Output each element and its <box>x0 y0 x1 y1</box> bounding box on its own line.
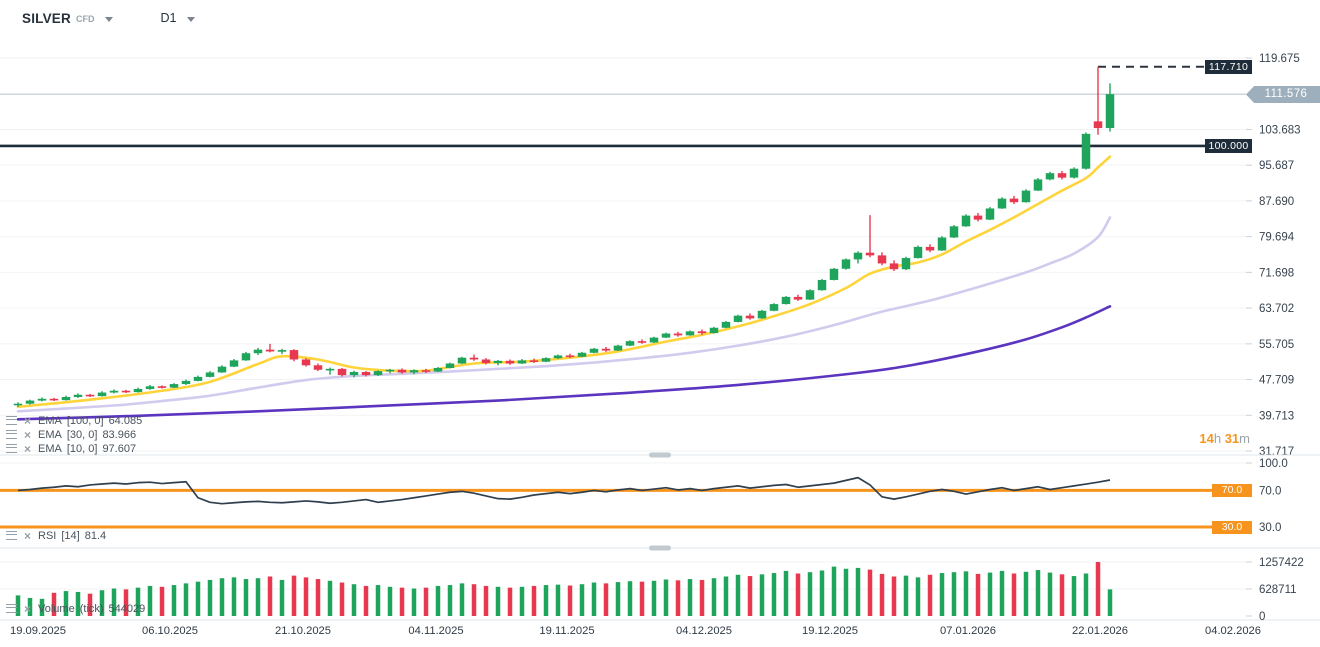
svg-text:19.11.2025: 19.11.2025 <box>539 625 594 637</box>
timeframe-label: D1 <box>160 11 177 25</box>
symbol-name: SILVER <box>22 10 71 26</box>
symbol-selector[interactable]: SILVER CFD <box>22 10 114 26</box>
indicator-params: [100, 0] <box>66 414 104 427</box>
indicator-settings-icon[interactable] <box>6 531 17 540</box>
indicator-remove-icon[interactable]: × <box>24 528 32 543</box>
legend-ema30[interactable]: × EMA [30, 0] 83.966 <box>6 428 136 441</box>
indicator-value: 97.607 <box>102 442 137 455</box>
svg-text:04.12.2025: 04.12.2025 <box>676 625 732 637</box>
chevron-down-icon[interactable] <box>187 16 196 22</box>
svg-text:19.09.2025: 19.09.2025 <box>10 625 66 637</box>
svg-text:63.702: 63.702 <box>1259 303 1294 315</box>
indicator-name: EMA <box>38 414 62 427</box>
timer-minutes: 31 <box>1224 431 1240 446</box>
indicator-remove-icon[interactable]: × <box>24 413 32 428</box>
indicator-settings-icon[interactable] <box>6 604 17 613</box>
instrument-type-label: CFD <box>75 14 95 24</box>
legend-rsi[interactable]: × RSI [14] 81.4 <box>6 529 106 542</box>
indicator-value: 544029 <box>108 602 146 615</box>
svg-text:628711: 628711 <box>1259 584 1297 596</box>
svg-text:87.690: 87.690 <box>1259 196 1294 208</box>
indicator-params: (tick) <box>79 602 104 615</box>
svg-text:103.683: 103.683 <box>1259 124 1301 136</box>
svg-text:31.717: 31.717 <box>1259 446 1294 458</box>
indicator-settings-icon[interactable] <box>6 444 17 453</box>
indicator-name: EMA <box>38 442 62 455</box>
indicator-name: RSI <box>38 529 57 542</box>
indicator-remove-icon[interactable]: × <box>24 601 32 616</box>
current-price-badge: 111.576 <box>1246 86 1320 103</box>
indicator-value: 81.4 <box>84 529 107 542</box>
svg-text:95.687: 95.687 <box>1259 160 1294 172</box>
svg-text:71.698: 71.698 <box>1259 267 1294 279</box>
svg-text:06.10.2025: 06.10.2025 <box>142 625 198 637</box>
svg-text:22.01.2026: 22.01.2026 <box>1072 625 1128 637</box>
legend-volume[interactable]: × Volume (tick) 544029 <box>6 602 145 615</box>
timeframe-selector[interactable]: D1 <box>160 11 196 25</box>
round-level-price-badge: 100.000 <box>1205 139 1252 153</box>
timer-hours-unit: h <box>1213 431 1222 446</box>
indicator-name: Volume <box>38 602 75 615</box>
chevron-down-icon[interactable] <box>105 16 114 22</box>
indicator-remove-icon[interactable]: × <box>24 427 32 442</box>
rsi-lower-band-badge: 30.0 <box>1212 521 1252 534</box>
chart-topbar: SILVER CFD D1 <box>0 0 1320 36</box>
indicator-settings-icon[interactable] <box>6 416 17 425</box>
indicator-value: 64.085 <box>108 414 143 427</box>
svg-text:70.0: 70.0 <box>1259 485 1281 497</box>
indicator-remove-icon[interactable]: × <box>24 441 32 456</box>
svg-text:21.10.2025: 21.10.2025 <box>275 625 331 637</box>
svg-text:30.0: 30.0 <box>1259 522 1281 534</box>
svg-text:1257422: 1257422 <box>1259 557 1304 569</box>
legend-ema10[interactable]: × EMA [10, 0] 97.607 <box>6 442 136 455</box>
svg-text:19.12.2025: 19.12.2025 <box>802 625 858 637</box>
svg-text:04.02.2026: 04.02.2026 <box>1205 625 1261 637</box>
indicator-params: [14] <box>61 529 80 542</box>
resistance-price-badge: 117.710 <box>1205 60 1252 74</box>
indicator-name: EMA <box>38 428 62 441</box>
indicator-params: [10, 0] <box>66 442 98 455</box>
svg-text:79.694: 79.694 <box>1259 232 1295 244</box>
svg-text:39.713: 39.713 <box>1259 410 1294 422</box>
indicator-params: [30, 0] <box>66 428 98 441</box>
timer-minutes-unit: m <box>1239 431 1250 446</box>
svg-text:07.01.2026: 07.01.2026 <box>940 625 996 637</box>
timer-hours: 14 <box>1199 431 1214 446</box>
indicator-value: 83.966 <box>102 428 137 441</box>
svg-text:119.675: 119.675 <box>1259 53 1300 65</box>
svg-text:55.705: 55.705 <box>1259 339 1294 351</box>
legend-ema100[interactable]: × EMA [100, 0] 64.085 <box>6 414 142 427</box>
candle-countdown-timer: 14h 31m <box>1193 431 1250 446</box>
svg-text:100.0: 100.0 <box>1259 458 1288 470</box>
svg-text:04.11.2025: 04.11.2025 <box>408 625 463 637</box>
svg-text:0: 0 <box>1259 611 1265 623</box>
rsi-upper-band-badge: 70.0 <box>1212 484 1252 497</box>
indicator-settings-icon[interactable] <box>6 430 17 439</box>
svg-text:47.709: 47.709 <box>1259 375 1294 387</box>
